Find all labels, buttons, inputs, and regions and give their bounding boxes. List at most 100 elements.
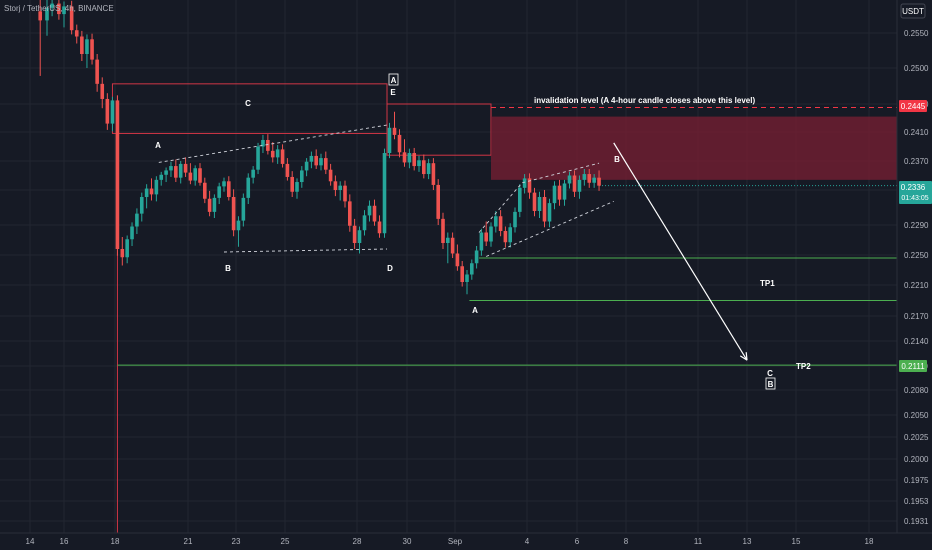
y-tick-label: 0.1931 [904, 517, 929, 526]
candle-body [333, 181, 338, 190]
candle-body [125, 239, 129, 258]
candle-body [417, 160, 421, 167]
candle-body [290, 176, 294, 192]
candle-body [412, 153, 416, 167]
candle-body [441, 218, 445, 243]
x-tick-label: 16 [60, 537, 69, 546]
candle-body [130, 226, 134, 240]
candle-body [227, 181, 231, 197]
candle-body [154, 179, 159, 195]
x-tick-label: 11 [694, 537, 703, 546]
x-tick-label: 4 [525, 537, 530, 546]
candle-body [183, 163, 188, 173]
candle-body [50, 3, 54, 8]
channel-upper-left [478, 182, 523, 233]
y-tick-label: 0.2025 [904, 433, 929, 442]
candle-body [498, 216, 503, 231]
projection-arrow[interactable] [613, 142, 748, 361]
wave-label-a: A [155, 141, 161, 150]
projection-arrow-head [739, 355, 748, 361]
wave-label-b-zone: B [614, 155, 620, 164]
tp2-label: TP2 [796, 362, 811, 371]
wave-label-c: C [245, 99, 251, 108]
candle-body [392, 127, 397, 135]
candle-body [518, 187, 522, 212]
candle-body [436, 184, 440, 219]
candle-body [431, 163, 436, 185]
x-tick-label: 15 [792, 537, 801, 546]
wave-badge-a-high: A [388, 73, 399, 86]
y-tick-label: 0.1975 [904, 476, 929, 485]
candle-body [159, 174, 164, 180]
wave-badge-b-target: B [765, 377, 776, 390]
candle-body [164, 170, 168, 175]
candle-body [295, 182, 299, 192]
candle-body [110, 100, 115, 124]
candle-body [402, 152, 407, 163]
candle-body [74, 30, 79, 37]
candle-body [319, 158, 323, 166]
candle-body [256, 146, 260, 170]
candle-body [80, 36, 84, 54]
candle-body [246, 177, 251, 198]
x-tick-label: 13 [743, 537, 752, 546]
y-tick-label: 0.2170 [904, 312, 929, 321]
candle-body [222, 181, 226, 187]
invalidation-label: invalidation level (A 4-hour candle clos… [534, 96, 755, 105]
x-tick-label: 23 [232, 537, 241, 546]
candle-body [300, 170, 304, 183]
candle-body [577, 179, 582, 192]
candle-body [280, 149, 285, 164]
candle-body [552, 185, 557, 204]
candle-body [508, 227, 512, 243]
candles [38, 0, 601, 295]
candle-body [188, 172, 193, 181]
candle-body [266, 139, 270, 151]
candle-body [251, 169, 255, 178]
x-tick-label: Sep [448, 537, 463, 546]
candle-body [285, 163, 290, 177]
chart-title: Storj / TetherUS, 4h, BINANCE [4, 4, 114, 13]
candle-body [587, 174, 592, 183]
x-tick-label: 25 [281, 537, 290, 546]
candle-body [455, 253, 460, 267]
candle-body [314, 155, 318, 166]
candle-body [597, 177, 601, 186]
candle-body [470, 263, 474, 275]
candle-body [38, 11, 42, 21]
candle-body [489, 226, 493, 242]
x-tick-label: 28 [353, 537, 362, 546]
candle-body [85, 39, 89, 54]
currency-button[interactable]: USDT [900, 3, 926, 19]
wave-label-a-low: A [472, 306, 478, 315]
candle-body [557, 185, 562, 200]
candle-body [367, 205, 372, 216]
candle-body [217, 186, 221, 198]
candle-body [494, 216, 498, 227]
candle-body [69, 6, 74, 31]
candle-body [377, 221, 382, 234]
candle-body [231, 197, 236, 231]
tp2-price-badge: 0.2111 [899, 360, 927, 372]
candle-body [203, 182, 207, 199]
candle-body [352, 225, 357, 243]
candle-body [309, 155, 314, 162]
channel-lower-trendline [486, 200, 614, 257]
triangle-upper-trendline [158, 124, 388, 163]
candle-body [324, 158, 328, 170]
candle-body [174, 166, 178, 178]
y-tick-label: 0.2550 [904, 29, 929, 38]
x-axis[interactable]: 14 16 18 21 23 25 28 30 Sep 4 6 8 11 13 15 18 [26, 537, 874, 546]
svg-text:0.2336: 0.2336 [901, 183, 926, 192]
grid [0, 0, 897, 533]
y-tick-label: 0.2290 [904, 221, 929, 230]
candle-body [328, 169, 333, 182]
y-tick-label: 0.2080 [904, 386, 929, 395]
y-tick-label: 0.2000 [904, 455, 929, 464]
candle-body [542, 197, 547, 222]
candle-body [115, 100, 120, 250]
candle-body [479, 232, 484, 251]
candle-body [338, 185, 342, 190]
candle-body [198, 168, 202, 183]
